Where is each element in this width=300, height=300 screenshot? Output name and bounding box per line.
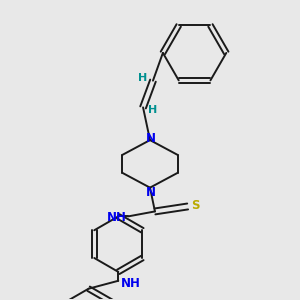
Text: N: N bbox=[146, 186, 156, 199]
Text: H: H bbox=[148, 105, 158, 116]
Text: NH: NH bbox=[107, 211, 127, 224]
Text: H: H bbox=[138, 73, 148, 83]
Text: N: N bbox=[146, 132, 156, 145]
Text: S: S bbox=[191, 199, 200, 212]
Text: NH: NH bbox=[121, 277, 141, 290]
